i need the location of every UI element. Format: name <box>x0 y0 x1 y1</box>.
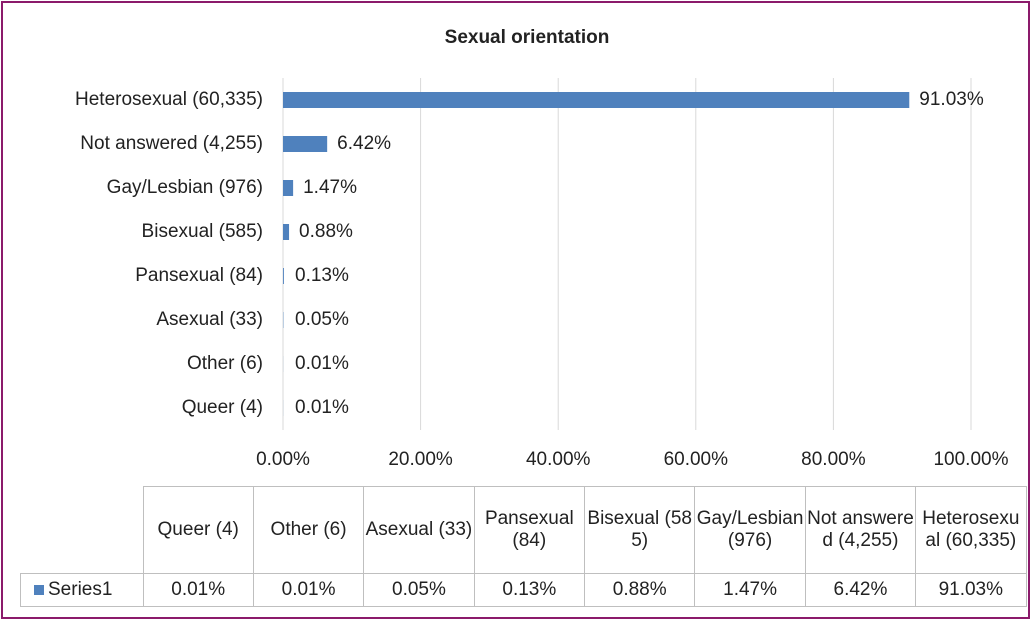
table-value: 0.13% <box>473 572 586 607</box>
y-tick-label: Gay/Lesbian (976) <box>107 177 263 198</box>
table-category: Asexual (33) <box>363 486 475 574</box>
data-label: 0.01% <box>295 353 349 374</box>
y-tick-label: Bisexual (585) <box>142 221 263 242</box>
table-value: 0.88% <box>583 572 696 607</box>
x-tick-label: 40.00% <box>526 449 591 470</box>
table-category: Not answered (4,255) <box>804 486 917 574</box>
table-series-cell: Series1 <box>20 572 144 607</box>
data-label: 91.03% <box>919 89 984 110</box>
x-tick-label: 60.00% <box>664 449 729 470</box>
legend-label: Series1 <box>48 578 113 600</box>
data-label: 0.88% <box>299 221 353 242</box>
table-category: Bisexual (585) <box>583 486 696 574</box>
legend-key <box>34 584 44 595</box>
data-label: 6.42% <box>337 133 391 154</box>
bar <box>283 92 910 108</box>
data-label: 0.01% <box>295 397 349 418</box>
x-tick-label: 80.00% <box>801 449 866 470</box>
data-table: Queer (4) Other (6) Asexual (33) Pansexual … <box>20 486 1027 607</box>
table-value: 91.03% <box>915 572 1027 607</box>
y-tick-label: Pansexual (84) <box>135 265 263 286</box>
y-tick-label: Other (6) <box>187 353 263 374</box>
y-tick-label: Not answered (4,255) <box>80 133 263 154</box>
table-value: 1.47% <box>694 572 806 607</box>
table-category: Other (6) <box>252 486 365 574</box>
data-label: 0.05% <box>295 309 349 330</box>
x-tick-label: 100.00% <box>933 449 1008 470</box>
chart-title: Sexual orientation <box>445 27 610 48</box>
x-tick-label: 0.00% <box>256 449 310 470</box>
table-corner <box>20 486 144 574</box>
table-value: 0.01% <box>142 572 254 607</box>
bar <box>283 180 294 196</box>
table-category: Gay/Lesbian (976) <box>694 486 806 574</box>
bar <box>283 268 284 284</box>
data-label: 1.47% <box>303 177 357 198</box>
table-category: Queer (4) <box>142 486 254 574</box>
data-label: 0.13% <box>295 265 349 286</box>
table-category: Pansexual (84) <box>473 486 586 574</box>
x-tick-label: 20.00% <box>388 449 453 470</box>
y-tick-label: Queer (4) <box>182 397 263 418</box>
table-value: 0.05% <box>363 572 475 607</box>
table-category: Heterosexual (60,335) <box>915 486 1027 574</box>
y-tick-label: Asexual (33) <box>156 309 263 330</box>
table-value: 0.01% <box>252 572 365 607</box>
bar <box>283 136 328 152</box>
table-value-row: Series1 0.01% 0.01% 0.05% 0.13% 0.88% 1.47% 6.4… <box>20 572 1027 607</box>
table-value: 6.42% <box>804 572 917 607</box>
y-tick-label: Heterosexual (60,335) <box>75 89 263 110</box>
bar <box>283 224 290 240</box>
table-header-row: Queer (4) Other (6) Asexual (33) Pansexual … <box>20 486 1027 574</box>
